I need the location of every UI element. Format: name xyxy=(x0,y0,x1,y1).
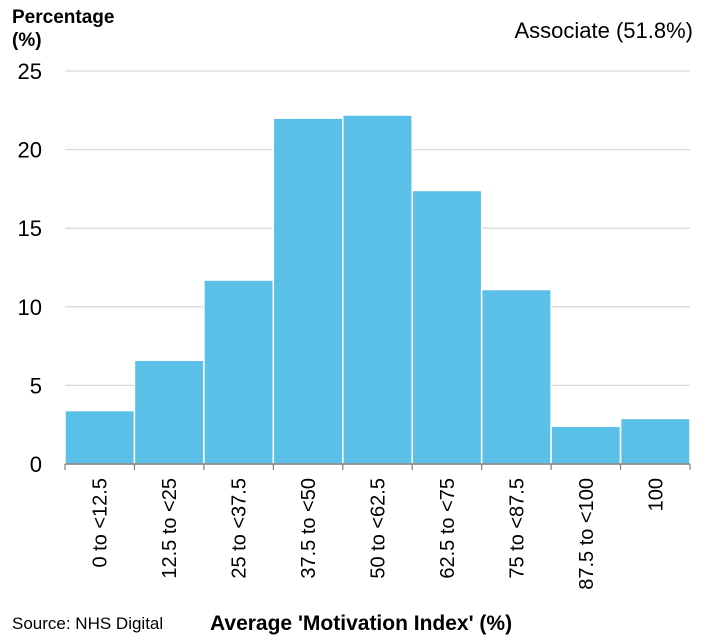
x-tick-label: 62.5 to <75 xyxy=(437,478,459,579)
histogram-bar xyxy=(619,417,691,465)
x-tick-label: 0 to <12.5 xyxy=(90,478,112,568)
y-tick-label: 15 xyxy=(18,216,42,241)
histogram-bar xyxy=(272,117,344,465)
histogram-bar xyxy=(133,359,205,465)
y-axis-title: Percentage (%) xyxy=(12,6,114,52)
x-tick-label: 75 to <87.5 xyxy=(506,478,528,579)
x-tick-label: 37.5 to <50 xyxy=(298,478,320,579)
y-axis-title-line1: Percentage xyxy=(12,7,115,28)
histogram-bar xyxy=(64,409,136,465)
x-tick-label: 50 to <62.5 xyxy=(368,478,390,579)
x-tick-label: 25 to <37.5 xyxy=(229,478,251,579)
y-tick-label: 20 xyxy=(18,138,42,163)
chart-annotation: Associate (51.8%) xyxy=(514,18,693,43)
y-axis-title-line2: (%) xyxy=(12,30,42,51)
histogram-bar xyxy=(411,189,483,465)
y-tick-label: 25 xyxy=(18,59,42,84)
source-note: Source: NHS Digital xyxy=(12,614,164,633)
y-tick-label: 5 xyxy=(30,373,42,398)
histogram-bar xyxy=(480,288,552,465)
y-tick-label: 10 xyxy=(18,295,42,320)
histogram-bar xyxy=(550,425,622,465)
y-tick-label: 0 xyxy=(30,452,42,477)
x-axis-title: Average 'Motivation Index' (%) xyxy=(210,612,513,635)
histogram-bar xyxy=(342,114,413,465)
histogram-bar xyxy=(203,279,275,465)
x-tick-label: 12.5 to <25 xyxy=(159,478,181,579)
x-tick-label: 87.5 to <100 xyxy=(576,478,598,590)
x-tick-label: 100 xyxy=(645,478,667,511)
